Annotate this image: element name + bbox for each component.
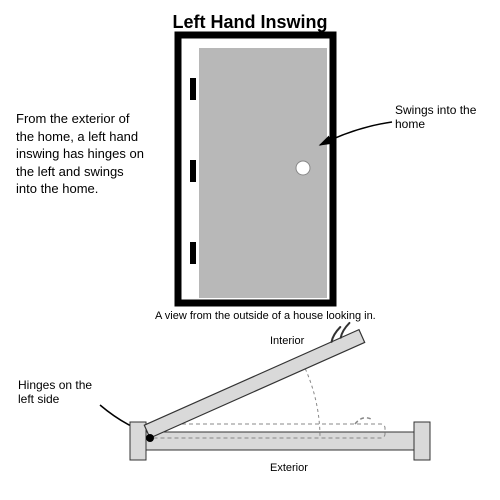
page-title: Left Hand Inswing <box>0 12 500 33</box>
view-caption: A view from the outside of a house looki… <box>155 310 376 322</box>
door-front-diagram <box>0 0 500 500</box>
hinges-annotation: Hinges on the left side <box>18 378 108 406</box>
exterior-label: Exterior <box>270 462 308 474</box>
interior-label: Interior <box>270 335 304 347</box>
swings-annotation: Swings into the home <box>395 103 487 131</box>
description-text: From the exterior of the home, a left ha… <box>16 110 146 198</box>
